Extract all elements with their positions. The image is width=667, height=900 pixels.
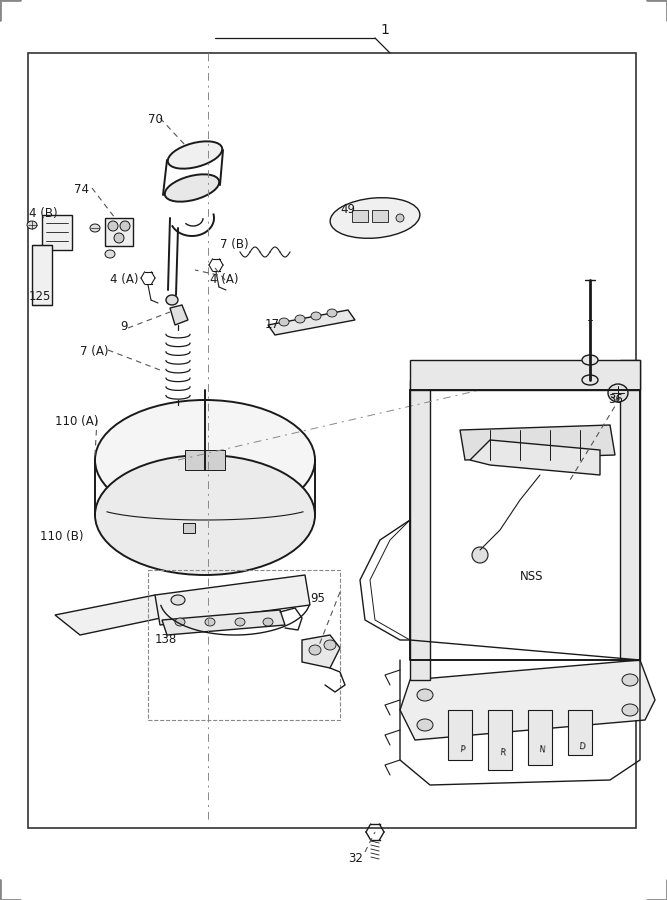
Polygon shape <box>372 210 388 222</box>
Ellipse shape <box>90 224 100 232</box>
Ellipse shape <box>166 295 178 305</box>
Ellipse shape <box>108 221 118 231</box>
Text: 70: 70 <box>148 113 163 126</box>
Text: 1: 1 <box>380 23 389 37</box>
Ellipse shape <box>309 645 321 655</box>
Polygon shape <box>528 710 552 765</box>
Ellipse shape <box>472 547 488 563</box>
Polygon shape <box>352 210 368 222</box>
Ellipse shape <box>95 455 315 575</box>
Ellipse shape <box>396 214 404 222</box>
Ellipse shape <box>608 384 628 402</box>
Text: 4 (A): 4 (A) <box>210 273 239 286</box>
Ellipse shape <box>622 704 638 716</box>
Ellipse shape <box>27 221 37 229</box>
Text: 7 (B): 7 (B) <box>220 238 249 251</box>
Text: 32: 32 <box>348 852 363 865</box>
Ellipse shape <box>324 640 336 650</box>
Text: 9: 9 <box>120 320 127 333</box>
Ellipse shape <box>171 595 185 605</box>
Ellipse shape <box>279 318 289 326</box>
Ellipse shape <box>235 618 245 626</box>
Polygon shape <box>488 710 512 770</box>
Polygon shape <box>155 575 310 625</box>
Text: 17: 17 <box>265 318 280 331</box>
Ellipse shape <box>95 400 315 520</box>
Text: 110 (B): 110 (B) <box>40 530 83 543</box>
Ellipse shape <box>327 309 337 317</box>
Text: R: R <box>499 748 506 758</box>
Text: 110 (A): 110 (A) <box>55 415 98 428</box>
Text: 4 (B): 4 (B) <box>29 207 57 220</box>
Polygon shape <box>410 380 430 680</box>
Polygon shape <box>568 710 592 755</box>
Ellipse shape <box>417 719 433 731</box>
Text: 4 (A): 4 (A) <box>110 273 139 286</box>
Ellipse shape <box>165 175 219 202</box>
Ellipse shape <box>417 689 433 701</box>
Text: 138: 138 <box>155 633 177 646</box>
Ellipse shape <box>622 674 638 686</box>
Ellipse shape <box>175 618 185 626</box>
Polygon shape <box>42 215 72 250</box>
Text: D: D <box>578 742 586 751</box>
Ellipse shape <box>105 250 115 258</box>
Ellipse shape <box>311 312 321 320</box>
Bar <box>28 53 636 828</box>
Polygon shape <box>170 305 188 325</box>
Ellipse shape <box>205 618 215 626</box>
Polygon shape <box>162 610 285 635</box>
Text: P: P <box>459 745 465 754</box>
Polygon shape <box>105 218 133 246</box>
Polygon shape <box>183 523 195 533</box>
Polygon shape <box>410 360 640 390</box>
Ellipse shape <box>120 221 130 231</box>
Ellipse shape <box>114 233 124 243</box>
Text: 125: 125 <box>29 290 51 303</box>
Polygon shape <box>470 440 600 475</box>
Ellipse shape <box>330 198 420 238</box>
Ellipse shape <box>582 375 598 385</box>
Text: 95: 95 <box>310 592 325 605</box>
Ellipse shape <box>263 618 273 626</box>
Polygon shape <box>400 660 655 740</box>
Ellipse shape <box>582 355 598 365</box>
Text: 36: 36 <box>608 393 623 406</box>
Polygon shape <box>32 245 52 305</box>
Polygon shape <box>302 635 340 668</box>
Text: N: N <box>538 745 546 754</box>
Ellipse shape <box>168 141 222 168</box>
Polygon shape <box>460 425 615 460</box>
Polygon shape <box>55 595 175 635</box>
Polygon shape <box>185 450 225 470</box>
Text: 7 (A): 7 (A) <box>80 345 109 358</box>
Polygon shape <box>620 360 640 660</box>
Text: NSS: NSS <box>520 570 544 583</box>
Ellipse shape <box>295 315 305 323</box>
Polygon shape <box>448 710 472 760</box>
Polygon shape <box>268 310 355 335</box>
Text: 49: 49 <box>340 203 355 216</box>
Text: 74: 74 <box>74 183 89 196</box>
